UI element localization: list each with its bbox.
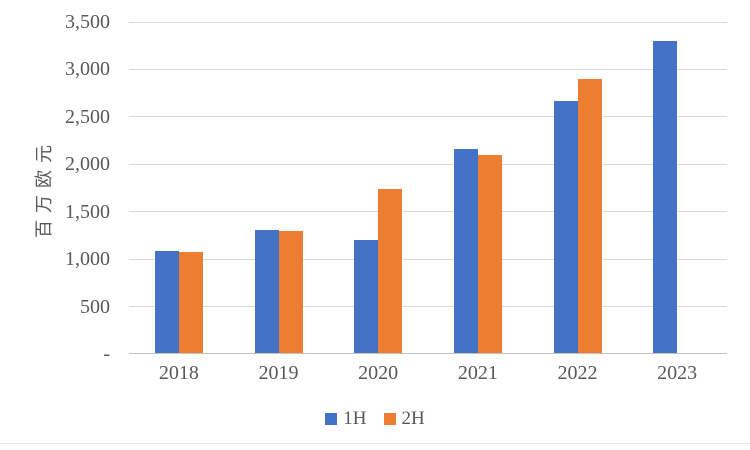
bar-2019-2h: [278, 230, 303, 353]
y-axis-tick-label: 3,500: [65, 11, 110, 33]
y-axis-tick-label: 2,000: [65, 153, 110, 176]
gridline: [129, 68, 727, 70]
bar-2019-1h: [254, 229, 279, 353]
bar-2021-1h: [453, 149, 478, 353]
x-axis-label-2018: 2018: [158, 362, 199, 384]
bar-2020-1h: [354, 240, 379, 353]
gridline: [129, 116, 727, 118]
x-axis-label-2021: 2021: [457, 362, 498, 384]
gridline: [129, 306, 727, 308]
bar-2018-2h: [178, 251, 203, 353]
x-axis-label-2019: 2019: [258, 362, 299, 384]
bar-2022-1h: [553, 100, 578, 353]
x-axis-line: [129, 353, 727, 354]
bar-2020-2h: [378, 188, 403, 353]
y-axis-tick-label: -: [103, 343, 110, 365]
x-axis-label-2022: 2022: [557, 362, 598, 384]
y-axis-tick-label: 1,000: [65, 248, 110, 271]
y-axis-title: 百万欧元: [34, 138, 54, 238]
plot-area: [129, 21, 727, 354]
y-axis-tick-label: 500: [80, 295, 110, 318]
bottom-divider: [0, 443, 750, 444]
gridline: [129, 21, 727, 23]
gridline: [129, 258, 727, 260]
bar-2018-1h: [154, 250, 179, 353]
y-axis-tick-label: 1,500: [65, 200, 110, 223]
y-axis-tick-label: 3,000: [65, 58, 110, 81]
legend-swatch-icon: [383, 413, 396, 425]
legend: 1H 2H: [0, 408, 750, 430]
legend-item-1h: 1H: [325, 408, 367, 430]
bars-layer: [129, 22, 727, 354]
x-axis-label-2023: 2023: [657, 362, 698, 384]
x-axis-label-2020: 2020: [358, 362, 399, 384]
gridline: [129, 211, 727, 213]
bar-2022-2h: [577, 78, 602, 353]
bar-2021-2h: [477, 154, 502, 353]
legend-swatch-icon: [325, 413, 338, 425]
y-axis-tick-label: 2,500: [65, 105, 110, 128]
legend-item-2h: 2H: [383, 408, 425, 430]
legend-label: 1H: [343, 408, 367, 429]
legend-label: 2H: [401, 408, 425, 429]
bar-2023-1h: [653, 40, 678, 353]
gridline: [129, 163, 727, 165]
